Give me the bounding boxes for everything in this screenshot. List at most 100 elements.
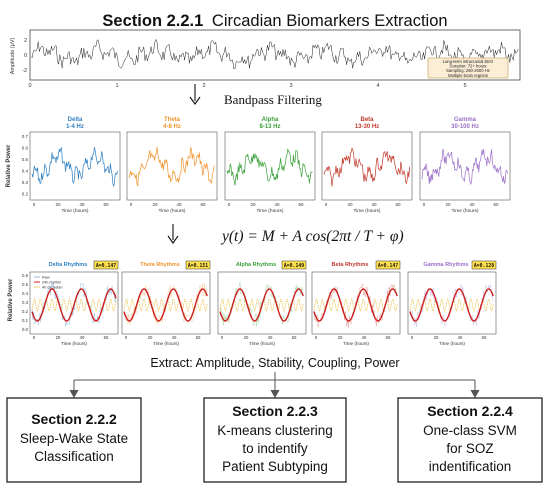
box-section-number: Section 2.2.4 bbox=[427, 403, 513, 419]
rhythm-y-tick: 0.5 bbox=[22, 282, 29, 287]
amplitude-badge bbox=[471, 260, 497, 270]
rhythm-x-label: Time (hours) bbox=[153, 341, 179, 346]
box-section-number: Section 2.2.2 bbox=[31, 411, 117, 427]
band-x-tick: 0 bbox=[33, 202, 36, 207]
cosinor-equation: y(t) = M + A cos(2πt / T + φ) bbox=[220, 228, 404, 245]
rhythm-x-tick: 40 bbox=[362, 335, 367, 340]
band-trace bbox=[421, 148, 508, 186]
extract-label: Extract: Amplitude, Stability, Coupling,… bbox=[150, 356, 399, 370]
rhythm-y-tick: 0.3 bbox=[22, 300, 29, 305]
band-frame bbox=[29, 131, 121, 201]
amplitude-value: A=0.151 bbox=[188, 263, 208, 269]
eeg-y-tick: 2 bbox=[24, 38, 27, 44]
band-frame bbox=[126, 131, 218, 201]
band-x-tick: 60 bbox=[493, 202, 499, 207]
band-range: 30-100 Hz bbox=[451, 124, 479, 130]
rhythm-y-tick: 0.0 bbox=[22, 327, 29, 332]
band-trace bbox=[31, 147, 118, 187]
rhythm-y-tick: 0.1 bbox=[22, 318, 29, 323]
box-line: One-class SVM bbox=[423, 423, 517, 438]
section-number: Section 2.2.1 bbox=[102, 12, 203, 30]
amplitude-value: A=0.147 bbox=[378, 263, 398, 269]
rhythm-x-tick: 0 bbox=[33, 335, 36, 340]
eeg-x-tick: 4 bbox=[376, 83, 379, 89]
rhythm-x-tick: 20 bbox=[244, 335, 249, 340]
eeg-info-line: Multiple brain regions bbox=[448, 73, 488, 78]
box-frame bbox=[6, 397, 142, 483]
band-x-label: Time (hours) bbox=[61, 208, 88, 214]
rhythm-x-tick: 20 bbox=[56, 335, 61, 340]
band-range: 8-13 Hz bbox=[259, 124, 280, 130]
band-range: 4-8 Hz bbox=[163, 124, 181, 130]
legend-label: Raw bbox=[42, 276, 50, 280]
arrow-to-model bbox=[167, 224, 179, 244]
box-frame bbox=[203, 397, 347, 483]
legend-label: 24h rhythm bbox=[42, 281, 61, 285]
eeg-panel: Amplitude (μV) 2 0 -2 0 1 2 3 4 5 Long-term int… bbox=[10, 29, 521, 89]
rhythm-x-tick: 60 bbox=[482, 335, 487, 340]
rhythm-x-tick: 40 bbox=[80, 335, 85, 340]
box-line: Classification bbox=[34, 449, 114, 464]
band-range: 13-30 Hz bbox=[355, 124, 379, 130]
box-line: for SOZ bbox=[446, 441, 493, 456]
section-title: Circadian Biomarkers Extraction bbox=[212, 12, 448, 30]
amplitude-value: A=0.128 bbox=[474, 263, 494, 269]
rhythm-title: Delta Rhythms bbox=[49, 262, 88, 268]
section-box-3: Section 2.2.4 One-class SVM for SOZ indenti… bbox=[397, 397, 543, 483]
rhythm-x-tick: 0 bbox=[315, 335, 318, 340]
rhythm-x-tick: 60 bbox=[292, 335, 297, 340]
rhythm-x-label: Time (hours) bbox=[61, 341, 87, 346]
rhythm-24h-fit bbox=[31, 288, 117, 322]
rhythm-x-tick: 60 bbox=[104, 335, 109, 340]
band-x-label: Time (hours) bbox=[256, 208, 283, 214]
band-frame bbox=[419, 131, 511, 201]
rhythm-panel-5: Gamma Rhythms A=0.128 0 20 40 60 Time (hours) bbox=[407, 260, 497, 346]
eeg-info-line: Duration: 72+ hours bbox=[450, 64, 487, 69]
band-x-tick: 0 bbox=[228, 202, 231, 207]
rhythm-x-label: Time (hours) bbox=[439, 341, 465, 346]
band-x-tick: 40 bbox=[371, 202, 377, 207]
amplitude-value: A=0.147 bbox=[96, 263, 116, 269]
band-y-tick: 0.5 bbox=[22, 157, 29, 162]
rhythm-x-tick: 0 bbox=[221, 335, 224, 340]
eeg-x-tick: 5 bbox=[463, 83, 466, 89]
band-x-tick: 20 bbox=[55, 202, 61, 207]
rhythm-x-tick: 40 bbox=[458, 335, 463, 340]
amplitude-badge bbox=[375, 260, 401, 270]
band-x-tick: 40 bbox=[79, 202, 85, 207]
rhythm-x-tick: 20 bbox=[148, 335, 153, 340]
band-x-tick: 60 bbox=[200, 202, 206, 207]
box-line: Sleep-Wake State bbox=[20, 431, 128, 446]
amplitude-badge bbox=[93, 260, 119, 270]
band-trace bbox=[323, 147, 410, 187]
band-x-tick: 20 bbox=[347, 202, 353, 207]
band-x-tick: 60 bbox=[298, 202, 304, 207]
rhythm-x-label: Time (hours) bbox=[249, 341, 275, 346]
band-name: Theta bbox=[164, 117, 181, 123]
eeg-info-line: Sampling: 250-2000 Hz bbox=[446, 68, 490, 73]
band-x-tick: 20 bbox=[152, 202, 158, 207]
rhythm-x-tick: 40 bbox=[172, 335, 177, 340]
band-range: 1-4 Hz bbox=[66, 124, 84, 130]
eeg-y-tick: -2 bbox=[22, 68, 27, 74]
rhythm-x-label: Time (hours) bbox=[343, 341, 369, 346]
eeg-info-line: Long-term intracranial EEG bbox=[443, 59, 494, 64]
band-x-tick: 0 bbox=[130, 202, 133, 207]
band-name: Delta bbox=[68, 117, 83, 123]
rhythm-x-tick: 40 bbox=[268, 335, 273, 340]
eeg-x-tick: 3 bbox=[289, 83, 292, 89]
box-line: K-means clustering bbox=[217, 423, 333, 438]
eeg-info-box bbox=[427, 57, 509, 79]
band-name: Beta bbox=[360, 117, 374, 123]
band-trace bbox=[128, 146, 215, 187]
rhythm-y-label: Relative Power bbox=[8, 278, 14, 321]
box-line: indentification bbox=[429, 459, 512, 474]
branch-connector bbox=[69, 372, 480, 399]
rhythm-y-tick: 0.2 bbox=[22, 309, 29, 314]
legend-label: 4h circadian bbox=[42, 286, 62, 290]
rhythm-title: Gamma Rhythms bbox=[423, 262, 468, 268]
